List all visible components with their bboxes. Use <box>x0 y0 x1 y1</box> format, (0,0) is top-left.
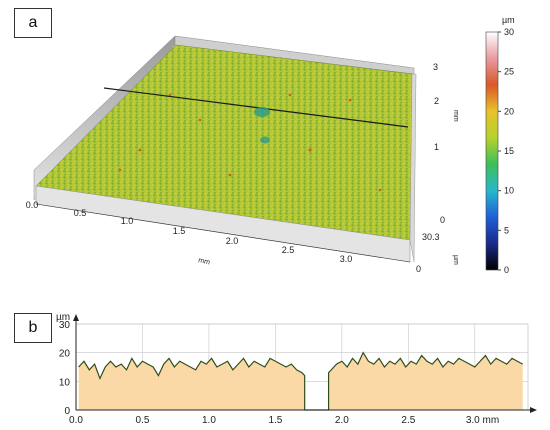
y-axis-unit: µm <box>56 312 70 323</box>
x-tick-label: 0.0 <box>69 415 83 426</box>
z-tick-3d: 0 <box>416 264 421 274</box>
colorbar-scale <box>485 31 499 271</box>
z-tick-3d: 30.3 <box>422 232 440 242</box>
y-tick-3d: 2 <box>434 96 439 106</box>
x-axis-3d <box>35 203 411 263</box>
colorbar-tick-label: 0 <box>504 265 509 274</box>
x-axis-arrow <box>530 407 537 413</box>
y-tick-label: 0 <box>64 406 70 417</box>
panel-label-a: a <box>14 8 52 38</box>
defect-spot-2 <box>260 136 270 144</box>
profile-chart: µm 0 10 20 30 0.0 0.5 1.0 1.5 2.0 2.5 3.0 mm <box>56 312 537 426</box>
colorbar-tick-label: 5 <box>504 225 509 235</box>
surface-3d-plot: 0.0 0.5 1.0 1.5 2.0 2.5 3.0 mm 0 1 2 3 m… <box>26 35 459 274</box>
y-tick-3d: 0 <box>440 215 445 225</box>
x-tick-label: 3.0 mm <box>466 415 499 426</box>
x-tick-label: 1.0 <box>202 415 216 426</box>
surface-peaks <box>118 93 382 192</box>
defect-spot <box>254 107 270 117</box>
x-unit-3d: mm <box>198 257 211 266</box>
y-tick-label: 20 <box>59 349 71 360</box>
x-tick-label: 0.5 <box>136 415 150 426</box>
y-tick-3d: 1 <box>434 142 439 152</box>
y-unit-3d: mm <box>452 110 459 122</box>
colorbar-tick-label: 30 <box>504 27 514 37</box>
y-tick-label: 10 <box>59 377 71 388</box>
x-tick-label: 1.5 <box>268 415 282 426</box>
profile-line <box>103 87 409 128</box>
x-tick-3d: 0.0 <box>26 200 39 210</box>
y-tick-label: 30 <box>59 320 71 331</box>
x-tick-3d: 2.5 <box>282 245 295 255</box>
x-tick-3d: 1.5 <box>173 226 186 236</box>
y-axis-arrow <box>73 314 79 321</box>
colorbar-tick-label: 10 <box>504 186 514 196</box>
right-face <box>409 73 417 263</box>
x-tick-3d: 0.5 <box>74 208 87 218</box>
colorbar: µm 0 5 10 15 20 25 30 <box>485 15 515 274</box>
colorbar-tick-label: 15 <box>504 146 514 156</box>
colorbar-tick-label: 20 <box>504 106 514 116</box>
profile-line-series <box>78 351 523 411</box>
colorbar-unit: µm <box>502 15 515 25</box>
x-tick-3d: 3.0 <box>340 254 353 264</box>
y-tick-3d: 3 <box>433 62 438 72</box>
x-tick-label: 2.0 <box>335 415 349 426</box>
x-tick-label: 2.5 <box>401 415 415 426</box>
panel-label-b: b <box>14 313 52 343</box>
x-tick-3d: 2.0 <box>226 236 239 246</box>
z-unit-3d: µm <box>452 255 459 265</box>
x-tick-3d: 1.0 <box>121 216 134 226</box>
colorbar-tick-label: 25 <box>504 67 514 77</box>
